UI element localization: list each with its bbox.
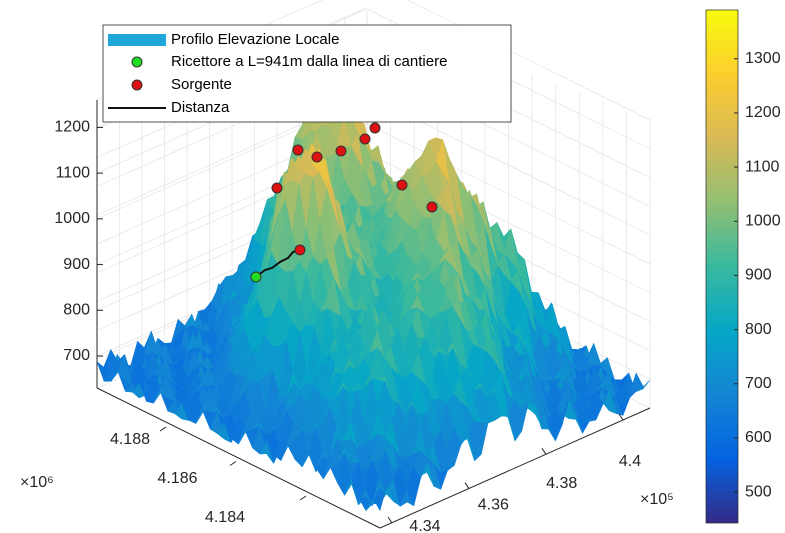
colorbar-tick-label: 1300 <box>745 50 781 67</box>
x-tick-label: 4.34 <box>409 518 440 533</box>
x-tick-label: 4.36 <box>478 497 509 514</box>
y-tick <box>229 461 237 466</box>
colorbar-tick-label: 800 <box>745 321 772 338</box>
legend-label: Sorgente <box>171 76 232 93</box>
legend-swatch <box>108 34 166 46</box>
z-tick-label: 1000 <box>54 210 90 227</box>
colorbar-tick-label: 1200 <box>745 104 781 121</box>
surface <box>96 82 651 512</box>
y-axis-line <box>96 387 381 529</box>
z-tick-label: 1200 <box>54 119 90 136</box>
colorbar <box>705 9 739 524</box>
source <box>271 182 283 194</box>
y-tick-label: 4.186 <box>157 470 197 487</box>
source <box>369 122 381 134</box>
legend-label: Ricettore a L=941m dalla linea di cantie… <box>171 53 447 70</box>
z-tick-label: 800 <box>63 302 90 319</box>
distance-line <box>255 249 301 278</box>
surface-patch <box>372 485 388 512</box>
legend-box <box>102 24 512 123</box>
y-tick-label: 4.184 <box>205 509 245 526</box>
y-tick <box>159 426 167 432</box>
z-tick-label: 1100 <box>56 164 91 181</box>
x-tick <box>541 448 547 455</box>
x-axis-line <box>379 407 651 529</box>
y-tick-label: 4.188 <box>110 431 150 448</box>
x-tick-label: 4.4 <box>619 453 641 470</box>
markers <box>250 122 438 283</box>
x-tick-label: 4.38 <box>546 475 577 492</box>
legend-label: Profilo Elevazione Locale <box>171 31 339 48</box>
source <box>292 144 304 156</box>
y-multiplier: ×10⁶ <box>20 474 54 491</box>
axes <box>96 100 651 529</box>
receptor <box>250 271 262 283</box>
source <box>426 201 438 213</box>
source <box>396 179 408 191</box>
wall-line <box>366 123 651 265</box>
legend-swatch <box>131 79 143 91</box>
source <box>359 133 371 145</box>
colorbar-tick-label: 600 <box>745 429 772 446</box>
legend-label: Distanza <box>171 99 230 116</box>
colorbar-tick-label: 500 <box>745 483 772 500</box>
colorbar-tick-label: 1100 <box>745 158 780 175</box>
colorbar-tick-label: 900 <box>745 267 772 284</box>
x-tick <box>387 516 393 524</box>
x-multiplier: ×10⁵ <box>640 491 674 508</box>
legend: Profilo Elevazione Locale Ricettore a L=… <box>102 24 512 123</box>
colorbar-tick-label: 1000 <box>745 212 781 229</box>
source <box>311 151 323 163</box>
z-tick-label: 900 <box>63 256 90 273</box>
z-tick-label: 700 <box>63 347 90 364</box>
x-tick <box>464 482 470 489</box>
source <box>294 244 306 256</box>
x-tick <box>618 413 624 421</box>
y-tick <box>299 495 307 501</box>
legend-swatch <box>131 56 143 68</box>
source <box>335 145 347 157</box>
colorbar-tick-label: 700 <box>745 375 772 392</box>
